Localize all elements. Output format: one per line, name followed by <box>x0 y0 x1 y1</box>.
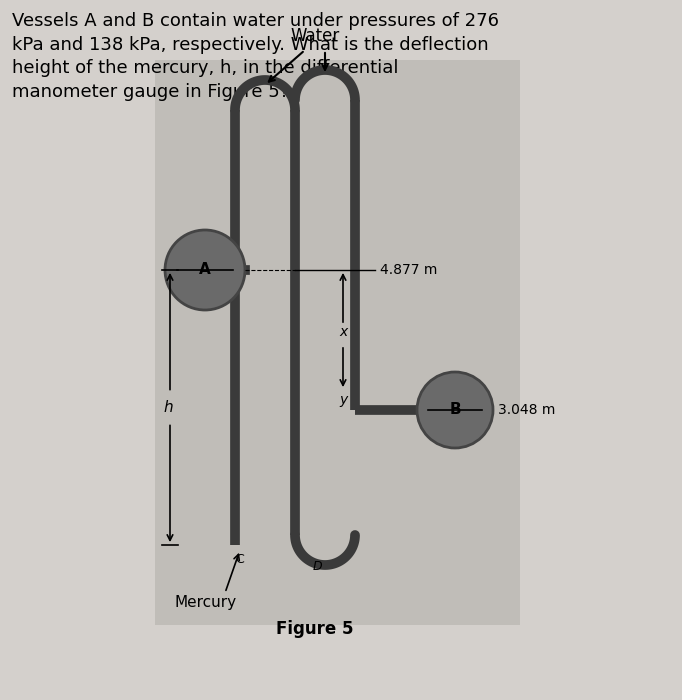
Text: 3.048 m: 3.048 m <box>498 403 555 417</box>
Text: Vessels A and B contain water under pressures of 276
kPa and 138 kPa, respective: Vessels A and B contain water under pres… <box>12 12 499 101</box>
Text: Figure 5: Figure 5 <box>276 620 354 638</box>
Text: B: B <box>449 402 461 417</box>
Text: 4.877 m: 4.877 m <box>380 263 437 277</box>
FancyBboxPatch shape <box>155 60 520 625</box>
Text: A: A <box>199 262 211 277</box>
Text: x: x <box>339 325 347 339</box>
Circle shape <box>165 230 245 310</box>
Text: h: h <box>163 400 173 415</box>
Text: Mercury: Mercury <box>175 595 237 610</box>
Text: C: C <box>235 553 244 566</box>
Text: D: D <box>313 560 323 573</box>
Circle shape <box>417 372 493 448</box>
Text: y: y <box>339 393 347 407</box>
Text: Water: Water <box>291 27 340 45</box>
